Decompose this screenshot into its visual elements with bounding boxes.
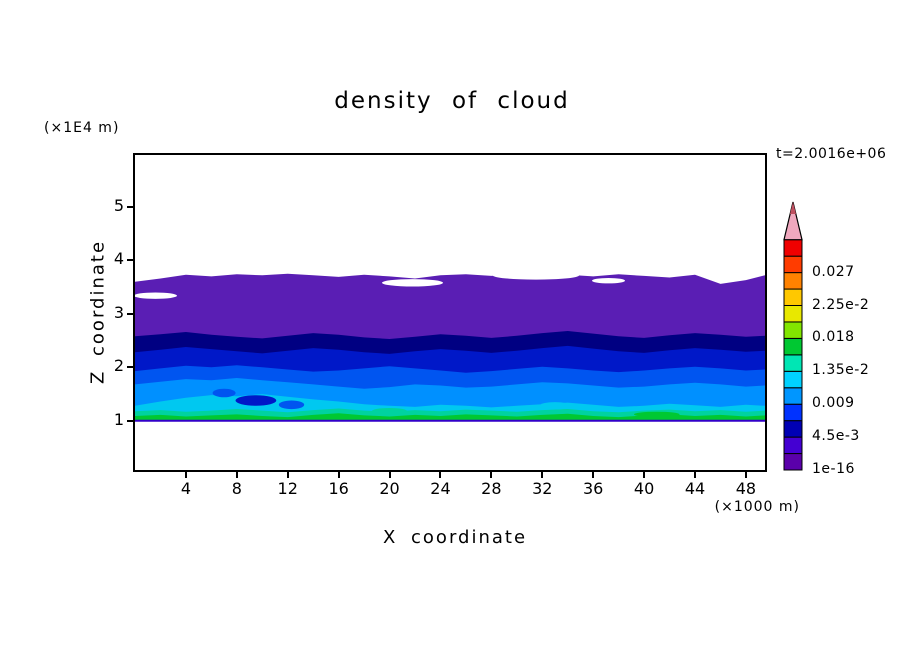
colorbar-tick-label: 0.018 <box>812 329 855 346</box>
colorbar-cell <box>783 420 803 438</box>
contour-blob <box>212 388 236 398</box>
contour-blob <box>633 411 680 418</box>
x-tick-mark <box>388 472 391 478</box>
x-tick-mark <box>184 472 187 478</box>
x-axis-unit-label: (×1000 m) <box>714 499 800 515</box>
colorbar-cell <box>783 387 803 405</box>
colorbar-cell <box>783 239 803 257</box>
colorbar-tick-label: 1e-16 <box>812 461 855 477</box>
y-tick-label: 2 <box>113 356 124 376</box>
y-tick-label: 3 <box>113 302 124 322</box>
contour-hole <box>135 292 177 299</box>
x-tick-mark <box>337 472 340 478</box>
colorbar-cell <box>783 453 803 471</box>
colorbar-tick-label: 2.25e-2 <box>812 296 870 313</box>
x-tick-label: 28 <box>481 479 502 498</box>
contour-hole <box>592 278 625 284</box>
chart-title: density of cloud <box>334 88 570 114</box>
x-tick-label: 48 <box>735 479 757 498</box>
colorbar-tick-label: 0.009 <box>812 395 855 412</box>
plot-area <box>133 153 767 472</box>
contour-field <box>135 271 765 422</box>
contour-hole <box>382 279 443 287</box>
colorbar-cell <box>783 337 803 356</box>
colorbar-cell <box>783 354 803 372</box>
y-tick-mark <box>127 205 133 208</box>
y-tick-mark <box>127 312 133 315</box>
x-tick-label: 12 <box>277 479 298 498</box>
contour-blob <box>539 402 571 410</box>
colorbar-cell <box>783 255 803 274</box>
colorbar <box>783 201 803 471</box>
x-tick-mark <box>694 472 696 478</box>
x-tick-mark <box>744 472 747 478</box>
contour-band-green <box>135 413 765 421</box>
z-axis-unit-label: (×1E4 m) <box>44 120 120 136</box>
y-tick-mark <box>127 259 133 262</box>
colorbar-tick-label: 4.5e-3 <box>812 428 860 445</box>
x-tick-mark <box>439 472 442 478</box>
x-tick-mark <box>592 472 595 478</box>
colorbar-cell <box>783 403 803 422</box>
contour-hole <box>492 271 580 280</box>
colorbar-tick-label: 1.35e-2 <box>812 362 870 379</box>
x-tick-label: 8 <box>231 479 242 498</box>
colorbar-overflow-arrow <box>783 201 803 241</box>
x-tick-label: 44 <box>684 479 706 498</box>
x-tick-label: 36 <box>582 479 604 498</box>
y-tick-mark <box>127 419 133 422</box>
y-axis-title: Z coordinate <box>87 239 109 385</box>
x-tick-label: 40 <box>633 479 655 498</box>
x-tick-mark <box>286 472 289 478</box>
x-tick-label: 16 <box>328 479 349 498</box>
contour-blob <box>235 395 277 406</box>
colorbar-cell <box>783 321 803 339</box>
contour-blob <box>278 400 305 410</box>
colorbar-cell <box>783 272 803 290</box>
x-tick-mark <box>490 472 493 478</box>
colorbar-arrow-tip <box>790 202 796 214</box>
x-tick-label: 20 <box>379 479 400 498</box>
x-tick-mark <box>643 472 646 478</box>
colorbar-cell <box>783 436 803 455</box>
colorbar-cell <box>783 288 803 307</box>
x-axis-title: X coordinate <box>382 527 528 548</box>
colorbar-tick-label: 0.027 <box>812 263 855 280</box>
y-tick-mark <box>127 366 133 369</box>
x-tick-mark <box>541 472 544 478</box>
x-tick-label: 32 <box>532 479 553 498</box>
x-tick-label: 24 <box>430 479 451 498</box>
colorbar-cell <box>783 370 803 389</box>
contour-blob <box>371 408 408 415</box>
colorbar-cell <box>783 305 803 323</box>
y-tick-label: 4 <box>113 249 124 269</box>
y-tick-label: 5 <box>113 195 124 215</box>
x-tick-mark <box>235 472 238 478</box>
y-tick-label: 1 <box>113 409 124 429</box>
x-tick-label: 4 <box>180 479 191 498</box>
time-label: t=2.0016e+06 <box>776 146 887 162</box>
